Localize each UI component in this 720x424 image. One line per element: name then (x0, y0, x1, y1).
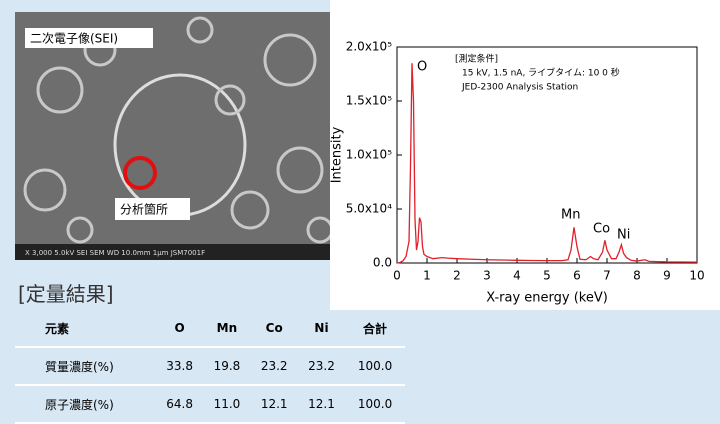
table-cell: 11.0 (203, 385, 251, 424)
table-cell: 12.1 (250, 385, 298, 424)
analysis-spot (123, 156, 157, 190)
y-axis-label: Intensity (330, 126, 345, 183)
conditions: 15 kV, 1.5 nA, ライブタイム: 10 0 秒 (462, 67, 620, 79)
x-tick-label: 10 (689, 269, 704, 283)
table-cell: Co (250, 310, 298, 348)
x-tick-label: 6 (573, 269, 581, 283)
x-tick-label: 0 (393, 269, 401, 283)
label-box (25, 28, 153, 48)
table-cell: 元素 (15, 310, 156, 348)
table-title: [定量結果] (18, 282, 114, 306)
conditions: JED-2300 Analysis Station (461, 83, 578, 93)
x-axis-label: X-ray energy (keV) (486, 291, 608, 306)
table-cell: 12.1 (297, 385, 346, 424)
table-row: 質量濃度(%) 33.8 19.8 23.2 23.2 100.0 (15, 347, 405, 386)
table-cell: O (156, 310, 204, 348)
x-tick-label: 9 (663, 269, 671, 283)
y-tick-label: 1.5x10⁵ (346, 94, 392, 108)
table-cell: 64.8 (156, 385, 204, 424)
peak-label: Co (593, 222, 610, 237)
peak-label: Mn (561, 208, 580, 223)
x-tick-label: 3 (483, 269, 491, 283)
table-cell: 合計 (345, 310, 405, 348)
peak-label: O (417, 60, 427, 75)
table-cell: 100.0 (345, 385, 405, 424)
x-tick-label: 8 (633, 269, 641, 283)
x-tick-label: 2 (453, 269, 461, 283)
table-cell: 33.8 (156, 347, 204, 386)
table-cell: 19.8 (203, 347, 251, 386)
peak-label: Ni (617, 228, 630, 243)
figure: X 3,000 5.0kV SEI SEM WD 10.0mm 1μm JSM7… (15, 0, 720, 310)
y-tick-label: 0.0 (373, 256, 392, 270)
sem-info: X 3,000 5.0kV SEI SEM WD 10.0mm 1μm JSM7… (25, 249, 205, 257)
sem-image (15, 12, 348, 260)
chart-panel (330, 0, 720, 310)
table-cell: 原子濃度(%) (15, 385, 156, 424)
table-cell: 23.2 (250, 347, 298, 386)
y-tick-label: 5.0x10⁴ (346, 202, 392, 216)
table-row: 元素 O Mn Co Ni 合計 (15, 310, 405, 348)
table-row: 原子濃度(%) 64.8 11.0 12.1 12.1 100.0 (15, 385, 405, 424)
x-tick-label: 7 (603, 269, 611, 283)
x-tick-label: 5 (543, 269, 551, 283)
image-label: 二次電子像(SEI) (30, 32, 118, 46)
table-cell: 23.2 (297, 347, 346, 386)
spot-label: 分析箇所 (120, 203, 168, 217)
spectrum-line (396, 63, 698, 264)
x-tick-label: 1 (423, 269, 431, 283)
conditions: [測定条件] (455, 53, 498, 65)
table-cell: Ni (297, 310, 346, 348)
table-cell: 100.0 (345, 347, 405, 386)
x-tick-label: 4 (513, 269, 521, 283)
table-cell: 質量濃度(%) (15, 347, 156, 386)
label-box (115, 198, 190, 220)
table-cell: Mn (203, 310, 251, 348)
result-table: 元素 O Mn Co Ni 合計 質量濃度(%) 33.8 19.8 23.2 23.2 100.0 原… (15, 310, 405, 424)
y-tick-label: 2.0x10⁵ (346, 40, 392, 54)
y-tick-label: 1.0x10⁵ (346, 148, 392, 162)
sem-info-bar (15, 244, 348, 260)
